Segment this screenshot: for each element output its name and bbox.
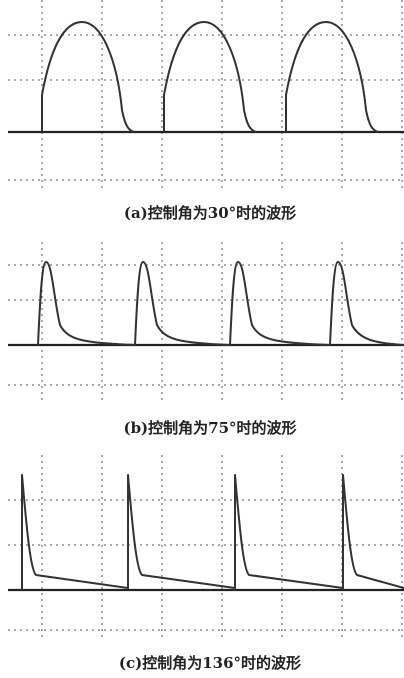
figure: (a)控制角为30°时的波形 (b)控制角为75°时的波形 (c)控制角为136… bbox=[0, 0, 404, 678]
grids bbox=[8, 0, 404, 640]
waveform-a bbox=[42, 22, 378, 132]
caption: (a)控制角为30°时的波形 bbox=[124, 204, 296, 222]
caption: (b)控制角为75°时的波形 bbox=[123, 419, 296, 437]
waveform-c bbox=[22, 475, 404, 590]
caption: (c)控制角为136°时的波形 bbox=[119, 654, 301, 672]
waveform-b bbox=[38, 262, 404, 345]
